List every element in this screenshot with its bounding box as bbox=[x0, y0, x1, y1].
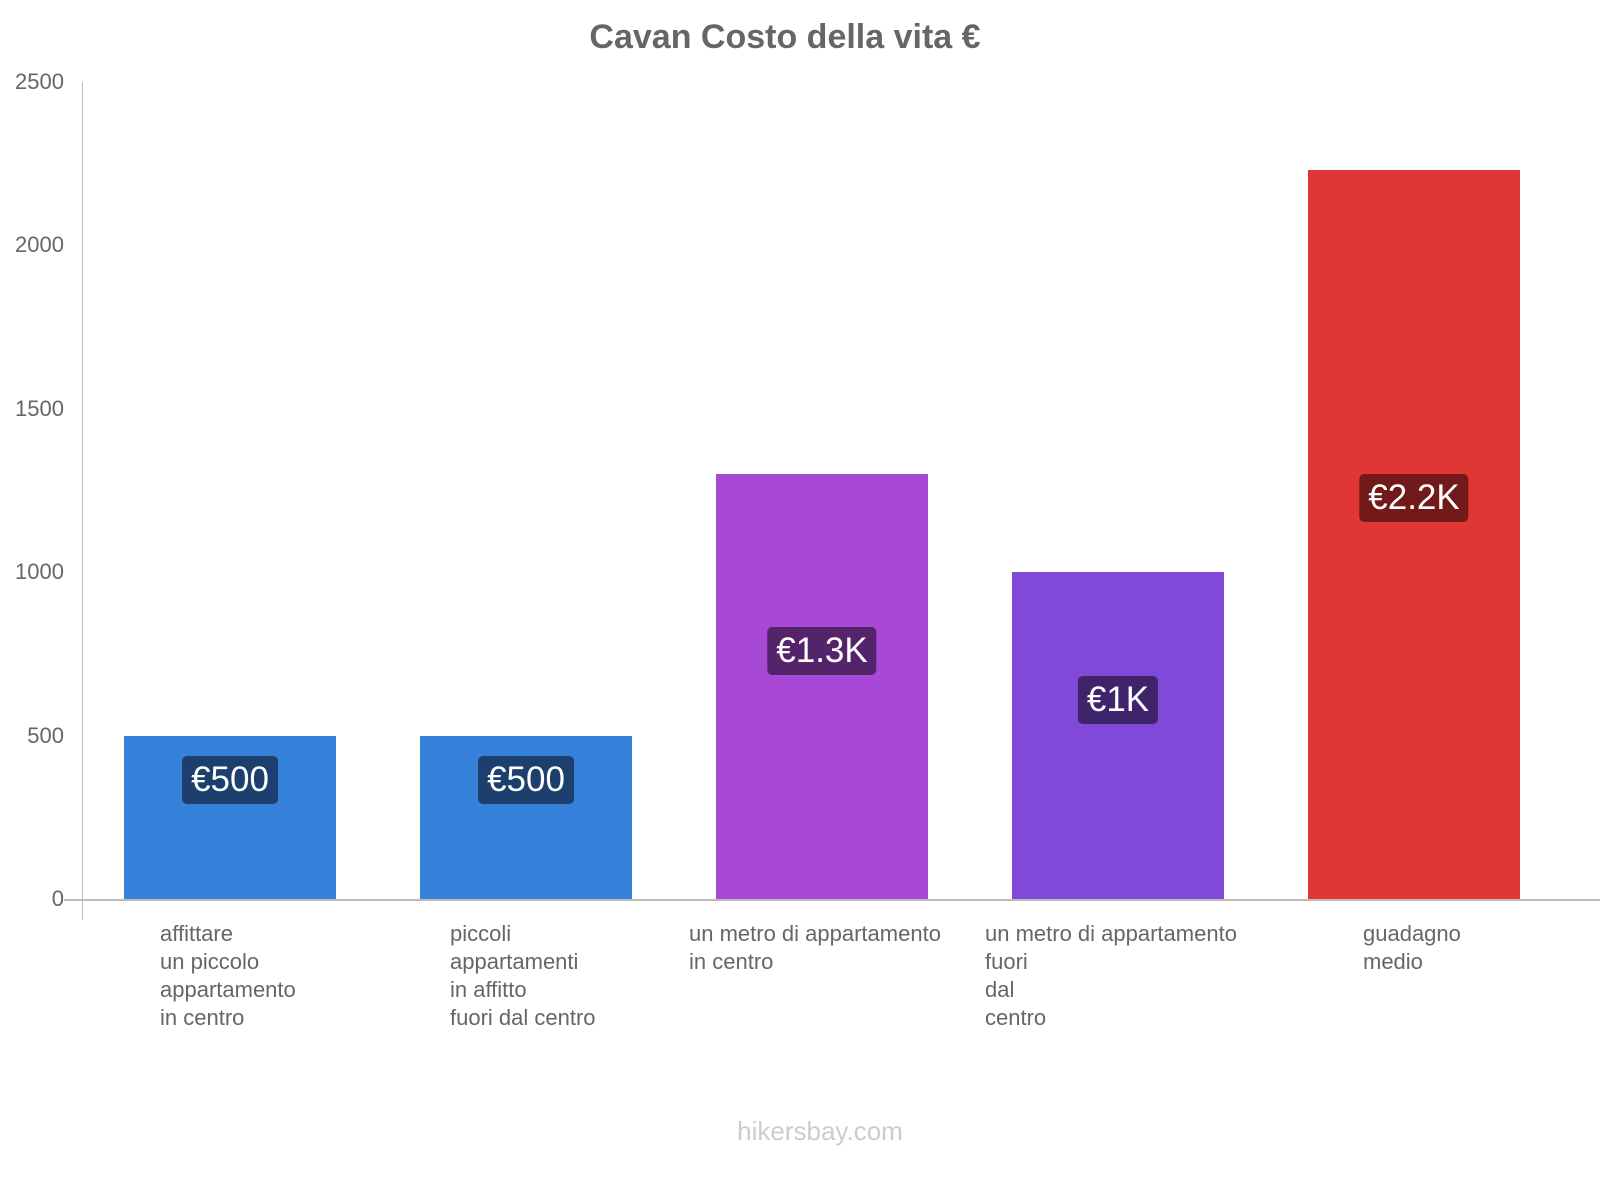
bar-1[interactable]: €500 bbox=[420, 735, 632, 899]
bar-value-label: €500 bbox=[478, 755, 574, 804]
y-tick-label: 1000 bbox=[15, 559, 64, 584]
bar-value-label: €2.2K bbox=[1359, 473, 1469, 522]
x-category-label: un metro di appartamento fuori dal centr… bbox=[985, 921, 1237, 1030]
y-tick-label: 2500 bbox=[15, 69, 64, 94]
x-category-label: guadagno medio bbox=[1363, 921, 1461, 974]
y-tick-label: 0 bbox=[51, 886, 64, 911]
x-category-label: affittare un piccolo appartamento in cen… bbox=[160, 921, 296, 1030]
x-category-label: piccoli appartamenti in affitto fuori da… bbox=[450, 921, 596, 1030]
bar-value-label: €1K bbox=[1077, 675, 1159, 724]
bar-value-label: €1.3K bbox=[767, 626, 877, 675]
watermark: hikersbay.com bbox=[737, 1116, 903, 1146]
y-tick-label: 1500 bbox=[15, 396, 64, 421]
bar-3[interactable]: €1K bbox=[1012, 572, 1224, 899]
x-axis-line bbox=[64, 899, 1600, 901]
x-category-label: un metro di appartamento in centro bbox=[689, 921, 941, 974]
bar-4[interactable]: €2.2K bbox=[1308, 170, 1520, 899]
bar-value-label: €500 bbox=[182, 755, 278, 804]
y-tick-label: 2000 bbox=[15, 232, 64, 257]
bar-0[interactable]: €500 bbox=[124, 735, 336, 899]
y-axis-line bbox=[82, 82, 83, 920]
y-tick-label: 500 bbox=[27, 723, 64, 748]
chart-title: Cavan Costo della vita € bbox=[589, 18, 981, 56]
bar-2[interactable]: €1.3K bbox=[716, 474, 928, 899]
